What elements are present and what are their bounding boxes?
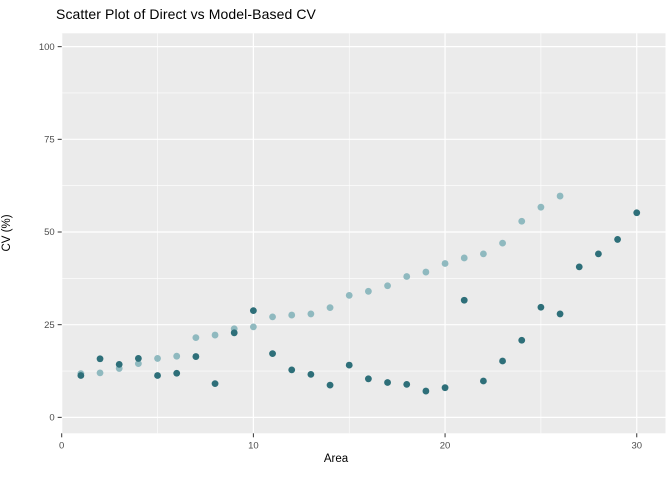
data-point-light	[441, 260, 449, 267]
data-point-dark	[77, 372, 85, 379]
data-point-dark	[288, 366, 296, 374]
data-point-light	[499, 239, 506, 247]
data-point-dark	[518, 336, 526, 344]
data-point-dark	[230, 329, 238, 337]
data-point-dark	[96, 355, 104, 363]
data-point-dark	[115, 360, 123, 368]
data-point-dark	[575, 263, 583, 271]
data-point-dark	[211, 380, 219, 388]
data-point-dark	[192, 353, 200, 360]
chart-title: Scatter Plot of Direct vs Model-Based CV	[56, 6, 316, 22]
data-point-light	[134, 360, 142, 368]
y-tick-label: 100	[39, 42, 55, 53]
data-point-dark	[441, 384, 449, 392]
data-point-dark	[556, 310, 564, 318]
data-point-light	[460, 254, 468, 262]
data-point-light	[154, 355, 161, 362]
x-axis-title: Area	[323, 453, 349, 465]
y-tick-label: 25	[44, 320, 55, 331]
data-point-dark	[499, 357, 506, 365]
data-point-light	[269, 313, 276, 321]
data-point-light	[211, 331, 219, 339]
plot-panel	[61, 33, 666, 434]
data-point-light	[364, 287, 372, 295]
data-point-dark	[269, 350, 276, 357]
data-point-light	[403, 273, 411, 280]
data-point-light	[249, 323, 257, 331]
data-point-light	[384, 282, 391, 290]
data-point-dark	[614, 236, 621, 243]
data-point-dark	[595, 250, 602, 258]
data-point-dark	[480, 377, 487, 385]
data-point-light	[556, 192, 564, 200]
data-point-light	[307, 310, 315, 318]
data-point-light	[96, 369, 104, 377]
data-point-dark	[364, 375, 372, 383]
data-point-dark	[154, 372, 161, 379]
data-point-dark	[134, 355, 142, 362]
data-point-light	[345, 291, 353, 299]
data-point-dark	[307, 370, 315, 378]
data-point-dark	[173, 369, 181, 377]
y-axis-title: CV (%)	[1, 214, 13, 252]
data-point-dark	[384, 379, 391, 386]
data-point-dark	[633, 209, 641, 217]
y-tick-label: 0	[49, 413, 54, 424]
data-point-dark	[326, 381, 334, 389]
x-tick-label: 0	[59, 440, 64, 451]
y-tick-label: 75	[44, 135, 55, 146]
data-point-light	[288, 311, 296, 319]
data-point-light	[480, 250, 487, 258]
data-point-dark	[345, 361, 353, 369]
x-tick-label: 20	[440, 440, 451, 451]
y-tick-label: 50	[44, 227, 55, 238]
data-point-light	[326, 304, 334, 312]
x-tick-label: 30	[631, 440, 642, 451]
data-point-dark	[249, 307, 257, 314]
data-point-dark	[460, 296, 468, 304]
data-point-dark	[403, 380, 411, 388]
x-tick-label: 10	[248, 440, 259, 451]
data-point-dark	[422, 387, 430, 395]
data-point-light	[173, 352, 181, 360]
data-point-light	[422, 268, 430, 276]
data-point-light	[537, 203, 545, 211]
data-point-dark	[537, 303, 545, 311]
data-point-light	[518, 217, 526, 225]
data-point-light	[192, 334, 200, 342]
